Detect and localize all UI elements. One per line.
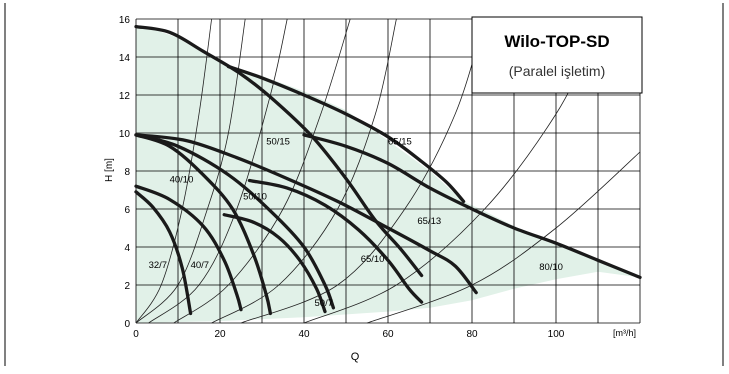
y-tick-label: 8 [124, 167, 130, 178]
x-unit-label: [m³/h] [613, 328, 636, 338]
chart-title: Wilo-TOP-SD [504, 32, 609, 51]
y-tick-label: 6 [124, 205, 130, 216]
y-axis-label: H [m] [104, 158, 115, 182]
curve-label: 40/7 [191, 260, 210, 271]
system-curve [135, 18, 212, 324]
system-curve [366, 151, 641, 324]
pump-curve-50-10 [134, 133, 336, 310]
pump-curve-40-7 [134, 184, 243, 312]
curve-label: 40/10 [170, 174, 194, 185]
chart-subtitle: (Paralel işletim) [509, 63, 605, 79]
y-tick-label: 0 [124, 319, 130, 330]
x-tick-label: 80 [466, 329, 478, 340]
x-tick-label: 60 [382, 329, 394, 340]
system-curve [135, 18, 246, 324]
system-curve [211, 18, 397, 324]
pump-curve-80-10 [302, 133, 642, 280]
y-tick-label: 4 [124, 243, 130, 254]
system-curve [173, 18, 351, 324]
curve-label: 32/7 [149, 260, 168, 271]
y-tick-label: 16 [119, 15, 131, 26]
y-tick-label: 14 [119, 53, 131, 64]
x-tick-label: 40 [298, 329, 310, 340]
y-tick-label: 2 [124, 281, 130, 292]
pump-curve-65-13 [134, 133, 478, 295]
x-tick-label: 100 [548, 329, 565, 340]
curve-label: 65/10 [361, 254, 385, 265]
pump-curve-40-10 [134, 133, 273, 316]
x-axis-label: Q [351, 351, 360, 363]
curve-label: 50/7 [315, 298, 334, 309]
x-tick-label: 0 [133, 329, 139, 340]
curve-label: 65/15 [388, 136, 412, 147]
curve-label: 65/13 [417, 216, 441, 227]
pump-curve-65-10 [247, 178, 424, 304]
title-box [471, 16, 643, 94]
pump-curve-50-15 [134, 24, 424, 278]
pump-curve-32-7 [134, 190, 193, 316]
curve-label: 50/10 [243, 192, 267, 203]
x-tick-label: 20 [214, 329, 226, 340]
pump-curve-65-15 [226, 64, 466, 204]
curve-label: 50/15 [266, 136, 290, 147]
system-curve [240, 18, 485, 324]
pump-curve-50-7 [222, 213, 327, 314]
y-tick-label: 12 [119, 91, 131, 102]
y-tick-label: 10 [119, 129, 131, 140]
curve-label: 80/10 [539, 262, 563, 273]
